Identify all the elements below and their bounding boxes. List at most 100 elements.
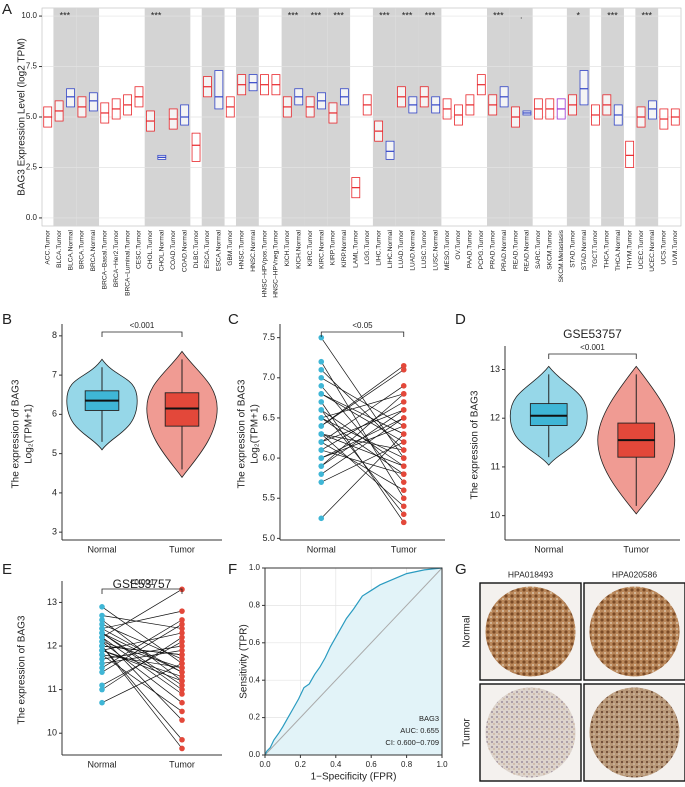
panel-letter: C bbox=[228, 311, 239, 328]
p-value: <0.001 bbox=[130, 321, 155, 330]
pair-line bbox=[321, 441, 404, 483]
y-axis-label: The expression of BAG3 bbox=[17, 615, 28, 724]
pair-line bbox=[101, 589, 183, 638]
x-tick-label: 0.6 bbox=[366, 760, 378, 769]
pair-line bbox=[101, 610, 183, 629]
x-tick-label: SKCM.Metastasis bbox=[558, 229, 565, 282]
point bbox=[318, 431, 325, 437]
y-tick-label: 0.8 bbox=[249, 601, 261, 610]
y-tick-label: 6.5 bbox=[262, 412, 275, 422]
pair-line bbox=[101, 619, 183, 669]
pair-line bbox=[101, 650, 183, 664]
x-tick-label: Tumor bbox=[391, 544, 417, 554]
point bbox=[179, 634, 185, 641]
pair-line bbox=[321, 409, 404, 443]
x-tick-label: BRCA.Tumor bbox=[79, 229, 86, 269]
point bbox=[318, 463, 325, 469]
x-tick-label: KICH.Tumor bbox=[284, 229, 291, 266]
point bbox=[179, 669, 185, 675]
point bbox=[99, 651, 105, 658]
x-tick-label: GBM.Tumor bbox=[227, 229, 234, 265]
x-tick-label: STAD.Tumor bbox=[569, 229, 576, 268]
pair-line bbox=[101, 645, 183, 740]
x-tick-label: Tumor bbox=[169, 759, 195, 769]
x-tick-label: Normal bbox=[307, 544, 336, 554]
point bbox=[318, 447, 325, 453]
x-tick-label: HNSC.Normal bbox=[250, 229, 257, 271]
pair-line bbox=[101, 645, 183, 749]
p-value: <0.001 bbox=[580, 343, 605, 352]
point bbox=[179, 745, 185, 752]
p-value: <0.001 bbox=[130, 578, 155, 587]
pair-line bbox=[321, 433, 404, 467]
y-axis-label: Log₂(TPM+1) bbox=[250, 404, 261, 464]
y-axis-label: The expression of BAG3 bbox=[470, 390, 481, 499]
tissue-core bbox=[589, 687, 680, 778]
panel: E 10 11 12 13 The expression of BAG3 GSE53757 N… bbox=[2, 561, 222, 769]
x-tick-label: READ.Tumor bbox=[512, 229, 519, 269]
point bbox=[179, 736, 185, 743]
panel: A 0.0 2.5 5.0 7.5 10.0 BAG3 Expression Level (… bbox=[2, 1, 682, 298]
x-tick-label: DLBC.Tumor bbox=[193, 229, 200, 268]
y-tick-label: 10.0 bbox=[21, 11, 37, 20]
point bbox=[99, 686, 105, 693]
reference-line bbox=[264, 567, 443, 756]
y-tick-label: 12 bbox=[47, 640, 57, 650]
y-tick-label: 5.0 bbox=[262, 533, 275, 543]
significance: *** bbox=[402, 10, 413, 20]
y-tick-label: 0.2 bbox=[249, 713, 261, 722]
panel: F 0.0 0.2 0.4 0.6 0.8 1.0 0.0 0.2 0.4 0.6 0.8 1.0 BAG… bbox=[228, 561, 448, 783]
point bbox=[400, 423, 407, 429]
x-tick-label: SARC.Tumor bbox=[535, 229, 542, 269]
significance: *** bbox=[288, 10, 299, 20]
panel-letter: B bbox=[2, 311, 12, 328]
pair-line bbox=[321, 441, 404, 491]
significance: *** bbox=[379, 10, 390, 20]
x-tick-label: Tumor bbox=[169, 544, 195, 554]
x-tick-label: PRAD.Tumor bbox=[489, 229, 496, 269]
x-tick-label: Normal bbox=[87, 759, 116, 769]
x-tick-label: PAAD.Tumor bbox=[467, 229, 474, 268]
x-tick-label: 0.8 bbox=[401, 760, 413, 769]
box bbox=[648, 100, 657, 120]
x-tick-label: CHOL.Tumor bbox=[147, 229, 154, 269]
x-tick-label: HNSC.Tumor bbox=[238, 229, 245, 269]
significance: *** bbox=[425, 10, 436, 20]
y-tick-label: 2.5 bbox=[26, 163, 38, 172]
point bbox=[99, 612, 105, 619]
y-axis-label: Log₂(TPM+1) bbox=[24, 404, 35, 464]
x-tick-label: PRAD.Normal bbox=[501, 229, 508, 271]
y-tick-label: 5.5 bbox=[262, 493, 275, 503]
point bbox=[179, 699, 185, 706]
x-tick-label: COAD.Normal bbox=[181, 229, 188, 272]
point bbox=[400, 383, 407, 389]
p-value: <0.05 bbox=[352, 321, 373, 330]
panel: B 3 4 5 6 7 8 The expression of BAG3 Log₂(TPM+1)… bbox=[2, 311, 222, 554]
y-tick-label: 0.0 bbox=[26, 213, 38, 222]
significance: *** bbox=[60, 10, 71, 20]
x-tick-label: SKCM.Tumor bbox=[547, 229, 554, 269]
x-tick-label: LAML.Tumor bbox=[353, 229, 360, 268]
y-tick-label: 6 bbox=[52, 409, 57, 419]
x-axis-label: 1−Specificity (FPR) bbox=[311, 772, 397, 783]
panel-letter: E bbox=[2, 561, 12, 578]
panel: C 5.0 5.5 6.0 6.5 7.0 7.5 The expression of BAG… bbox=[228, 311, 445, 554]
point bbox=[179, 617, 185, 623]
pair-line bbox=[101, 632, 183, 686]
p-bracket bbox=[548, 353, 637, 359]
x-tick-label: LIHC.Normal bbox=[387, 229, 394, 268]
point bbox=[318, 471, 325, 477]
point bbox=[99, 660, 105, 667]
pair-line bbox=[321, 393, 404, 467]
x-tick-label: Normal bbox=[534, 544, 563, 554]
point bbox=[400, 503, 407, 510]
point bbox=[400, 463, 407, 469]
point bbox=[99, 621, 105, 628]
point bbox=[99, 647, 105, 654]
point bbox=[318, 479, 325, 485]
point bbox=[400, 362, 407, 369]
significance: *** bbox=[493, 10, 504, 20]
x-tick-label: KICH.Normal bbox=[295, 229, 302, 268]
x-tick-label: READ.Normal bbox=[524, 229, 531, 271]
point bbox=[400, 391, 407, 397]
